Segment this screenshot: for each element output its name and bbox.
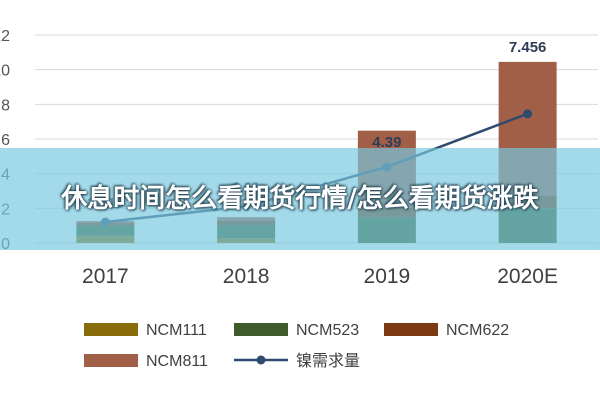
x-category-label: 2017 xyxy=(82,265,129,288)
data-label: 4.39 xyxy=(372,134,401,151)
legend-swatch-ncm111 xyxy=(84,323,138,336)
y-tick-label: 8 xyxy=(1,97,10,114)
y-tick-label: 12 xyxy=(0,28,10,45)
y-tick-label: 6 xyxy=(1,132,10,149)
legend-label: NCM111 xyxy=(146,322,207,339)
legend-label: NCM523 xyxy=(296,322,359,339)
legend-swatch-ncm523 xyxy=(234,323,288,336)
legend-line-marker xyxy=(256,355,266,365)
legend-label: 镍需求量 xyxy=(296,352,360,370)
legend-label: NCM811 xyxy=(146,353,208,370)
title-banner: 休息时间怎么看期货行情/怎么看期货涨跌 xyxy=(0,148,600,250)
data-label: 7.456 xyxy=(509,39,547,56)
x-category-label: 2019 xyxy=(364,265,411,288)
y-tick-label: 10 xyxy=(0,63,10,80)
x-category-label: 2020E xyxy=(497,265,558,288)
x-category-label: 2018 xyxy=(223,265,270,288)
legend-swatch-ncm811 xyxy=(84,354,138,367)
demand-point xyxy=(523,109,533,119)
legend-label: NCM622 xyxy=(446,322,509,339)
legend-swatch-ncm622 xyxy=(384,323,438,336)
page-title: 休息时间怎么看期货行情/怎么看期货涨跌 xyxy=(61,184,539,214)
